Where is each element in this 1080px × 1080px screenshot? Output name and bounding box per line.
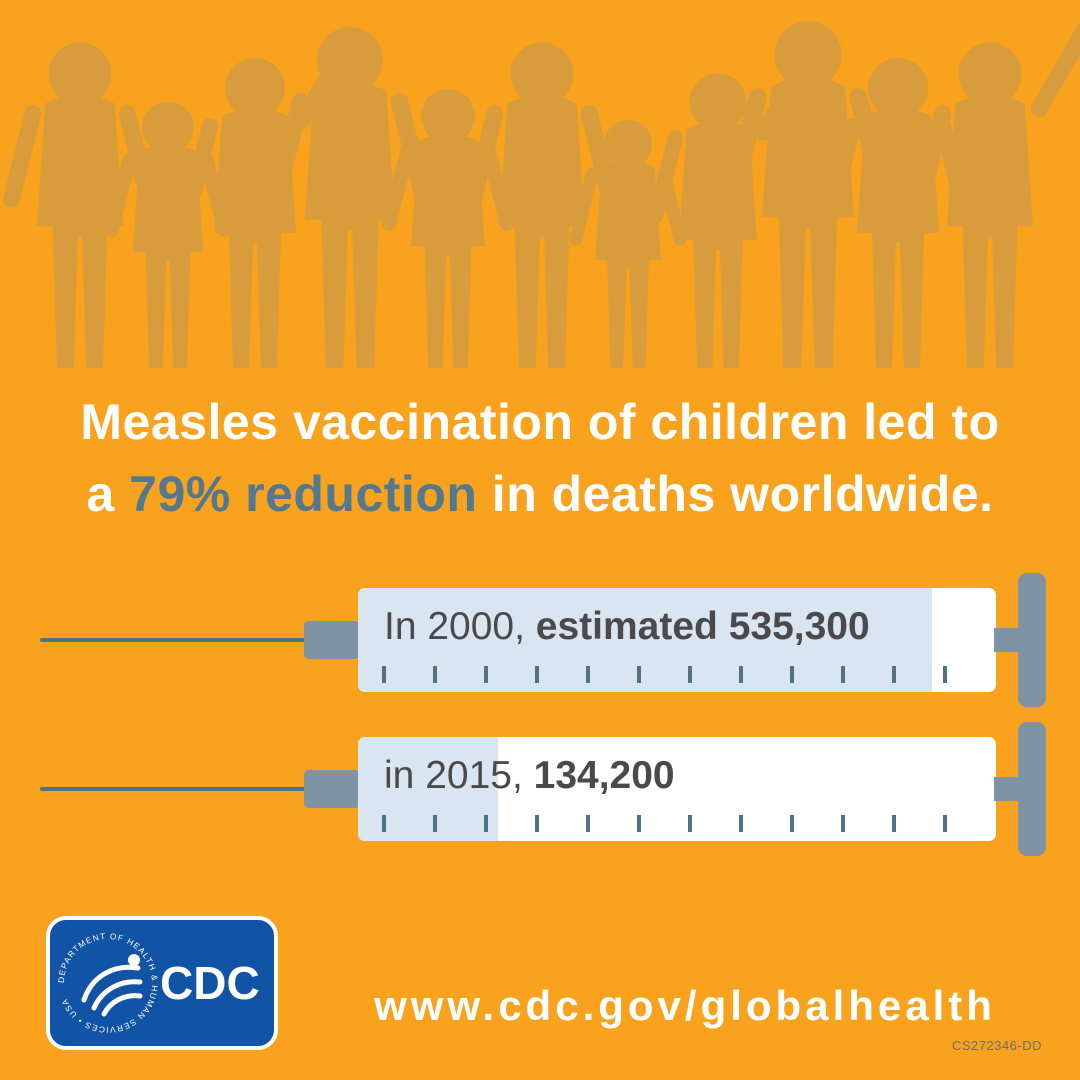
cdc-logo: DEPARTMENT OF HEALTH & HUMAN SERVICES • … (46, 916, 278, 1055)
syringe-label-bold: 134,200 (533, 754, 675, 797)
needle-hub (304, 621, 360, 659)
syringe-label-regular: in 2015, (384, 754, 534, 797)
headline: Measles vaccination of children led to a… (0, 386, 1080, 530)
plunger-flange (1018, 573, 1046, 707)
document-id: CS272346-DD (951, 1038, 1042, 1053)
plunger-flange (1018, 722, 1046, 856)
footer-url-text: www.cdc.gov/globalhealth (374, 982, 996, 1029)
needle-icon (40, 638, 306, 642)
headline-line1: Measles vaccination of children led to (80, 394, 1000, 450)
syringe-graphic-2015: in 2015, 134,200 (0, 722, 1080, 856)
syringe-barrel: in 2015, 134,200 (358, 737, 996, 841)
headline-line2-prefix: a (86, 466, 130, 522)
syringe-scale-ticks (382, 815, 972, 832)
headline-highlight: 79% reduction (129, 466, 478, 522)
headline-line2: a 79% reduction in deaths worldwide. (0, 458, 1080, 530)
children-silhouettes-image (1, 18, 1080, 369)
headline-line2-suffix: in deaths worldwide. (477, 466, 994, 522)
needle-icon (40, 787, 306, 791)
syringe-scale-ticks (382, 666, 972, 683)
needle-hub (304, 770, 360, 808)
syringe-label-bold: estimated 535,300 (535, 605, 870, 648)
cdc-logo-text: CDC (160, 957, 260, 1009)
hhs-eagle-icon (81, 964, 143, 1017)
syringe-barrel: In 2000, estimated 535,300 (358, 588, 996, 692)
syringe-graphic-2000: In 2000, estimated 535,300 (0, 573, 1080, 707)
syringe-label: in 2015, 134,200 (384, 743, 675, 809)
syringe-label-regular: In 2000, (384, 605, 536, 648)
hhs-eagle-head-icon (128, 954, 140, 966)
syringe-label: In 2000, estimated 535,300 (384, 594, 870, 660)
